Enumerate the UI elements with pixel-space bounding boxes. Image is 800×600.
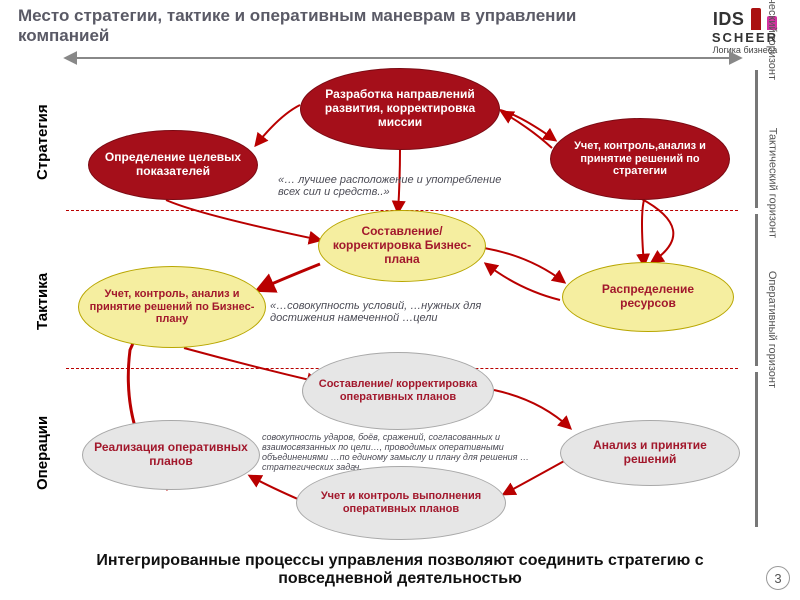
logo-brand1: IDS	[713, 9, 745, 30]
quote-text: «… лучшее расположение и употребление вс…	[278, 174, 514, 198]
side-bracket	[755, 372, 758, 527]
diagram-node: Учет, контроль, анализ и принятие решени…	[78, 266, 266, 348]
side-bracket	[755, 70, 758, 208]
diagram-node: Реализация оперативных планов	[82, 420, 260, 490]
diagram-node: Разработка направлений развития, коррект…	[300, 68, 500, 150]
side-label: Оперативный горизонт	[766, 271, 778, 388]
slide-title: Место стратегии, тактике и оперативным м…	[18, 6, 618, 46]
row-label: Операции	[34, 416, 51, 490]
footer-text: Интегрированные процессы управления позв…	[70, 552, 730, 588]
row-label: Тактика	[34, 273, 51, 330]
side-label: Тактический горизонт	[766, 128, 778, 238]
row-label: Стратегия	[34, 104, 51, 180]
side-label: Стратегический горизонт	[766, 0, 778, 80]
diagram-node: Распределение ресурсов	[562, 262, 734, 332]
diagram-node: Учет и контроль выполнения оперативных п…	[296, 466, 506, 540]
diagram-node: Определение целевых показателей	[88, 130, 258, 200]
quote-text: совокупность ударов, боёв, сражений, сог…	[262, 432, 552, 472]
diagram-node: Учет, контроль,анализ и принятие решений…	[550, 118, 730, 200]
diagram-node: Составление/ корректировка оперативных п…	[302, 352, 494, 430]
page-number: 3	[766, 566, 790, 590]
diagram-node: Составление/ корректировка Бизнес-плана	[318, 210, 486, 282]
side-bracket	[755, 214, 758, 366]
diagram-node: Анализ и принятие решений	[560, 420, 740, 486]
quote-text: «…совокупность условий, …нужных для дост…	[270, 300, 530, 324]
